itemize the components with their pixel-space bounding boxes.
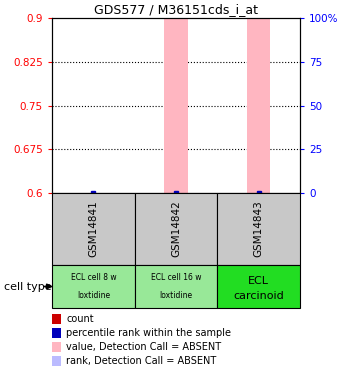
Text: cell type: cell type: [4, 282, 51, 291]
Text: GSM14841: GSM14841: [88, 201, 98, 257]
Bar: [217, 265, 300, 308]
Text: rank, Detection Call = ABSENT: rank, Detection Call = ABSENT: [66, 356, 217, 366]
Text: loxtidine: loxtidine: [159, 291, 193, 300]
Bar: [217, 193, 300, 265]
Bar: [135, 193, 217, 265]
Text: percentile rank within the sample: percentile rank within the sample: [66, 328, 231, 338]
Text: ECL: ECL: [248, 276, 269, 286]
Text: value, Detection Call = ABSENT: value, Detection Call = ABSENT: [66, 342, 221, 352]
Bar: [52, 265, 135, 308]
Bar: [165, 18, 188, 193]
Bar: [247, 18, 270, 193]
Text: ECL cell 16 w: ECL cell 16 w: [151, 273, 201, 282]
Bar: [135, 265, 217, 308]
Bar: [52, 193, 135, 265]
Text: GSM14842: GSM14842: [171, 201, 181, 257]
Text: count: count: [66, 314, 94, 324]
Text: GDS577 / M36151cds_i_at: GDS577 / M36151cds_i_at: [94, 3, 258, 16]
Text: carcinoid: carcinoid: [233, 291, 284, 301]
Text: GSM14843: GSM14843: [254, 201, 264, 257]
Text: ECL cell 8 w: ECL cell 8 w: [71, 273, 116, 282]
Text: loxtidine: loxtidine: [77, 291, 110, 300]
